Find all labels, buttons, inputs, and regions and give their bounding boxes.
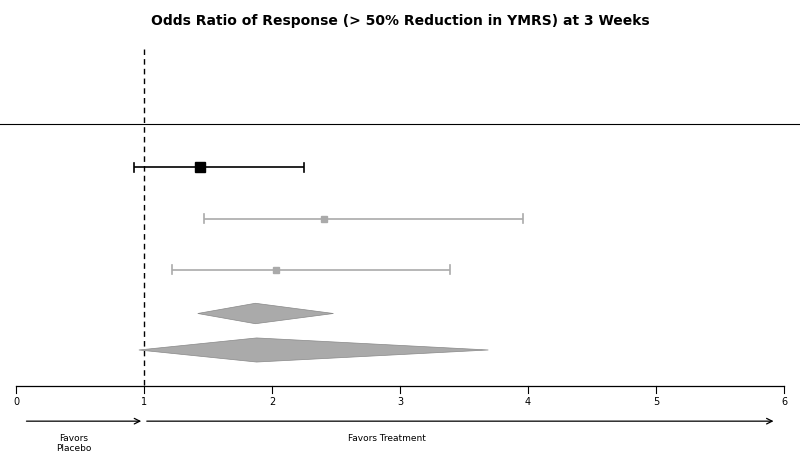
Text: 5: 5 [653, 397, 659, 407]
Text: Odds Ratio of Response (> 50% Reduction in YMRS) at 3 Weeks: Odds Ratio of Response (> 50% Reduction … [150, 14, 650, 28]
Text: Favors Treatment: Favors Treatment [348, 434, 426, 443]
Polygon shape [139, 338, 488, 362]
Text: Favors
Placebo: Favors Placebo [56, 434, 91, 453]
Text: 4: 4 [525, 397, 531, 407]
Text: 6: 6 [781, 397, 787, 407]
Text: 1: 1 [141, 397, 147, 407]
Polygon shape [198, 303, 334, 324]
Text: 2: 2 [269, 397, 275, 407]
Text: 3: 3 [397, 397, 403, 407]
Text: 0: 0 [13, 397, 19, 407]
